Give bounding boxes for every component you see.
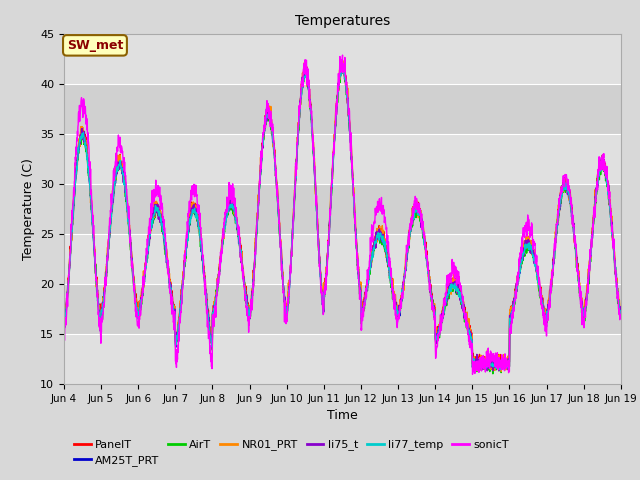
Bar — [64, 84, 621, 134]
Line: NR01_PRT: NR01_PRT — [64, 60, 621, 372]
sonicT — [617, 312, 625, 317]
li77_temp — [371, 239, 379, 244]
li77_temp — [60, 325, 68, 331]
li77_temp — [337, 65, 345, 71]
li75_t — [216, 269, 223, 275]
PanelT — [359, 299, 367, 305]
li77_temp — [496, 367, 504, 373]
PanelT — [216, 267, 223, 273]
PanelT — [505, 360, 513, 366]
AM25T_PRT — [216, 269, 223, 275]
NR01_PRT — [617, 307, 625, 313]
li75_t — [339, 61, 347, 67]
AM25T_PRT — [60, 324, 68, 330]
NR01_PRT — [584, 287, 591, 292]
NR01_PRT — [359, 310, 367, 316]
AirT — [505, 359, 513, 364]
li75_t — [371, 243, 379, 249]
li77_temp — [505, 367, 513, 372]
NR01_PRT — [505, 360, 513, 366]
Line: AM25T_PRT: AM25T_PRT — [64, 67, 621, 372]
PanelT — [60, 313, 68, 319]
AirT — [568, 207, 576, 213]
li75_t — [60, 324, 68, 329]
PanelT — [371, 241, 379, 247]
Bar — [64, 284, 621, 334]
Line: li77_temp: li77_temp — [64, 68, 621, 370]
li75_t — [584, 288, 591, 293]
Line: li75_t: li75_t — [64, 64, 621, 371]
NR01_PRT — [339, 58, 347, 63]
NR01_PRT — [471, 369, 479, 375]
AirT — [359, 311, 367, 316]
AM25T_PRT — [617, 312, 625, 318]
PanelT — [339, 61, 347, 67]
li75_t — [483, 368, 491, 373]
Bar — [64, 134, 621, 184]
NR01_PRT — [568, 207, 576, 213]
sonicT — [468, 372, 476, 377]
sonicT — [568, 210, 576, 216]
li77_temp — [216, 270, 223, 276]
Legend: PanelT, AM25T_PRT, AirT, NR01_PRT, li75_t, li77_temp, sonicT: PanelT, AM25T_PRT, AirT, NR01_PRT, li75_… — [70, 435, 513, 470]
PanelT — [584, 281, 591, 287]
Bar — [64, 334, 621, 384]
AM25T_PRT — [339, 64, 346, 70]
sonicT — [584, 285, 591, 291]
sonicT — [371, 220, 379, 226]
Y-axis label: Temperature (C): Temperature (C) — [22, 158, 35, 260]
li77_temp — [584, 291, 591, 297]
li77_temp — [568, 214, 576, 220]
li77_temp — [359, 308, 367, 313]
AM25T_PRT — [505, 365, 513, 371]
AM25T_PRT — [359, 307, 367, 313]
AirT — [216, 268, 223, 274]
sonicT — [359, 318, 367, 324]
li75_t — [617, 312, 625, 318]
li75_t — [505, 360, 513, 365]
Line: AirT: AirT — [64, 68, 621, 374]
li75_t — [359, 310, 367, 316]
AirT — [60, 321, 68, 327]
PanelT — [476, 363, 484, 369]
PanelT — [617, 312, 625, 318]
Title: Temperatures: Temperatures — [295, 14, 390, 28]
PanelT — [568, 205, 576, 211]
sonicT — [339, 52, 346, 58]
AM25T_PRT — [584, 289, 591, 295]
AM25T_PRT — [371, 243, 379, 249]
sonicT — [505, 370, 513, 376]
sonicT — [60, 344, 68, 349]
Bar — [64, 34, 621, 84]
AM25T_PRT — [471, 370, 479, 375]
X-axis label: Time: Time — [327, 409, 358, 422]
NR01_PRT — [60, 320, 68, 326]
li77_temp — [617, 312, 625, 318]
AirT — [584, 291, 591, 297]
NR01_PRT — [371, 236, 379, 241]
AirT — [339, 65, 347, 71]
Bar — [64, 234, 621, 284]
li75_t — [568, 208, 576, 214]
AirT — [489, 371, 497, 377]
NR01_PRT — [216, 267, 223, 273]
sonicT — [216, 268, 223, 274]
AM25T_PRT — [568, 213, 576, 218]
AirT — [617, 309, 625, 315]
Text: SW_met: SW_met — [67, 39, 123, 52]
AirT — [371, 246, 379, 252]
Bar — [64, 184, 621, 234]
Line: sonicT: sonicT — [64, 55, 621, 374]
Line: PanelT: PanelT — [64, 64, 621, 366]
